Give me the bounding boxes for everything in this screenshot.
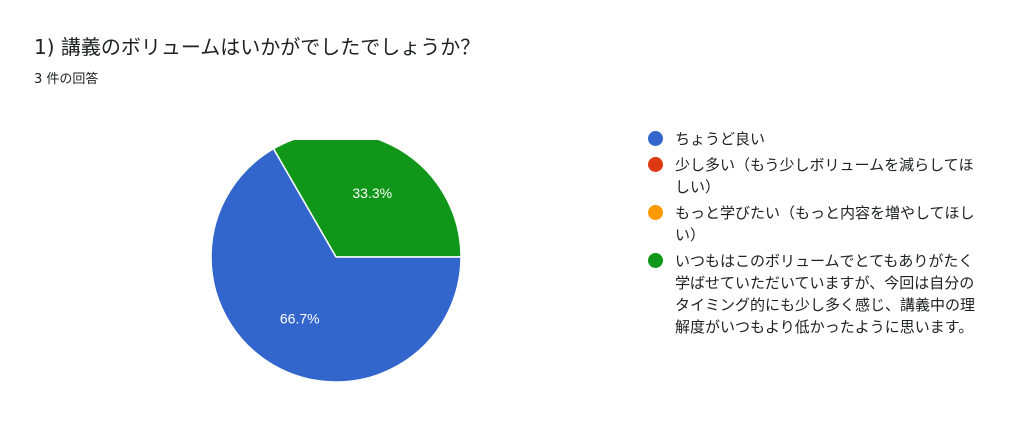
legend-swatch-icon	[648, 253, 663, 268]
legend-item[interactable]: いつもはこのボリュームでとてもありがたく学ばせていただいていますが、今回は自分の…	[648, 250, 988, 338]
pie-slice[interactable]	[210, 147, 462, 383]
legend-label: いつもはこのボリュームでとてもありがたく学ばせていただいていますが、今回は自分の…	[675, 252, 976, 336]
response-count: 3 件の回答	[34, 72, 99, 87]
chart-legend: ちょうど良い 少し多い（もう少しボリュームを減らしてほしい） もっと学びたい（も…	[648, 128, 988, 342]
legend-item[interactable]: 少し多い（もう少しボリュームを減らしてほしい）	[648, 154, 988, 198]
legend-label: ちょうど良い	[675, 130, 766, 148]
legend-swatch-icon	[648, 131, 663, 146]
legend-label: 少し多い（もう少しボリュームを減らしてほしい）	[675, 156, 974, 196]
slice-percent-label: 33.3%	[352, 185, 392, 201]
legend-swatch-icon	[648, 157, 663, 172]
legend-swatch-icon	[648, 205, 663, 220]
legend-item[interactable]: ちょうど良い	[648, 128, 988, 150]
legend-item[interactable]: もっと学びたい（もっと内容を増やしてほしい）	[648, 202, 988, 246]
pie-slice[interactable]	[272, 140, 462, 258]
legend-label: もっと学びたい（もっと内容を増やしてほしい）	[675, 204, 975, 244]
pie-chart: 33.3% 66.7%	[210, 140, 462, 383]
question-title: 1) 講義のボリュームはいかがでしたでしょうか？	[34, 35, 481, 59]
slice-percent-label: 66.7%	[280, 310, 320, 326]
